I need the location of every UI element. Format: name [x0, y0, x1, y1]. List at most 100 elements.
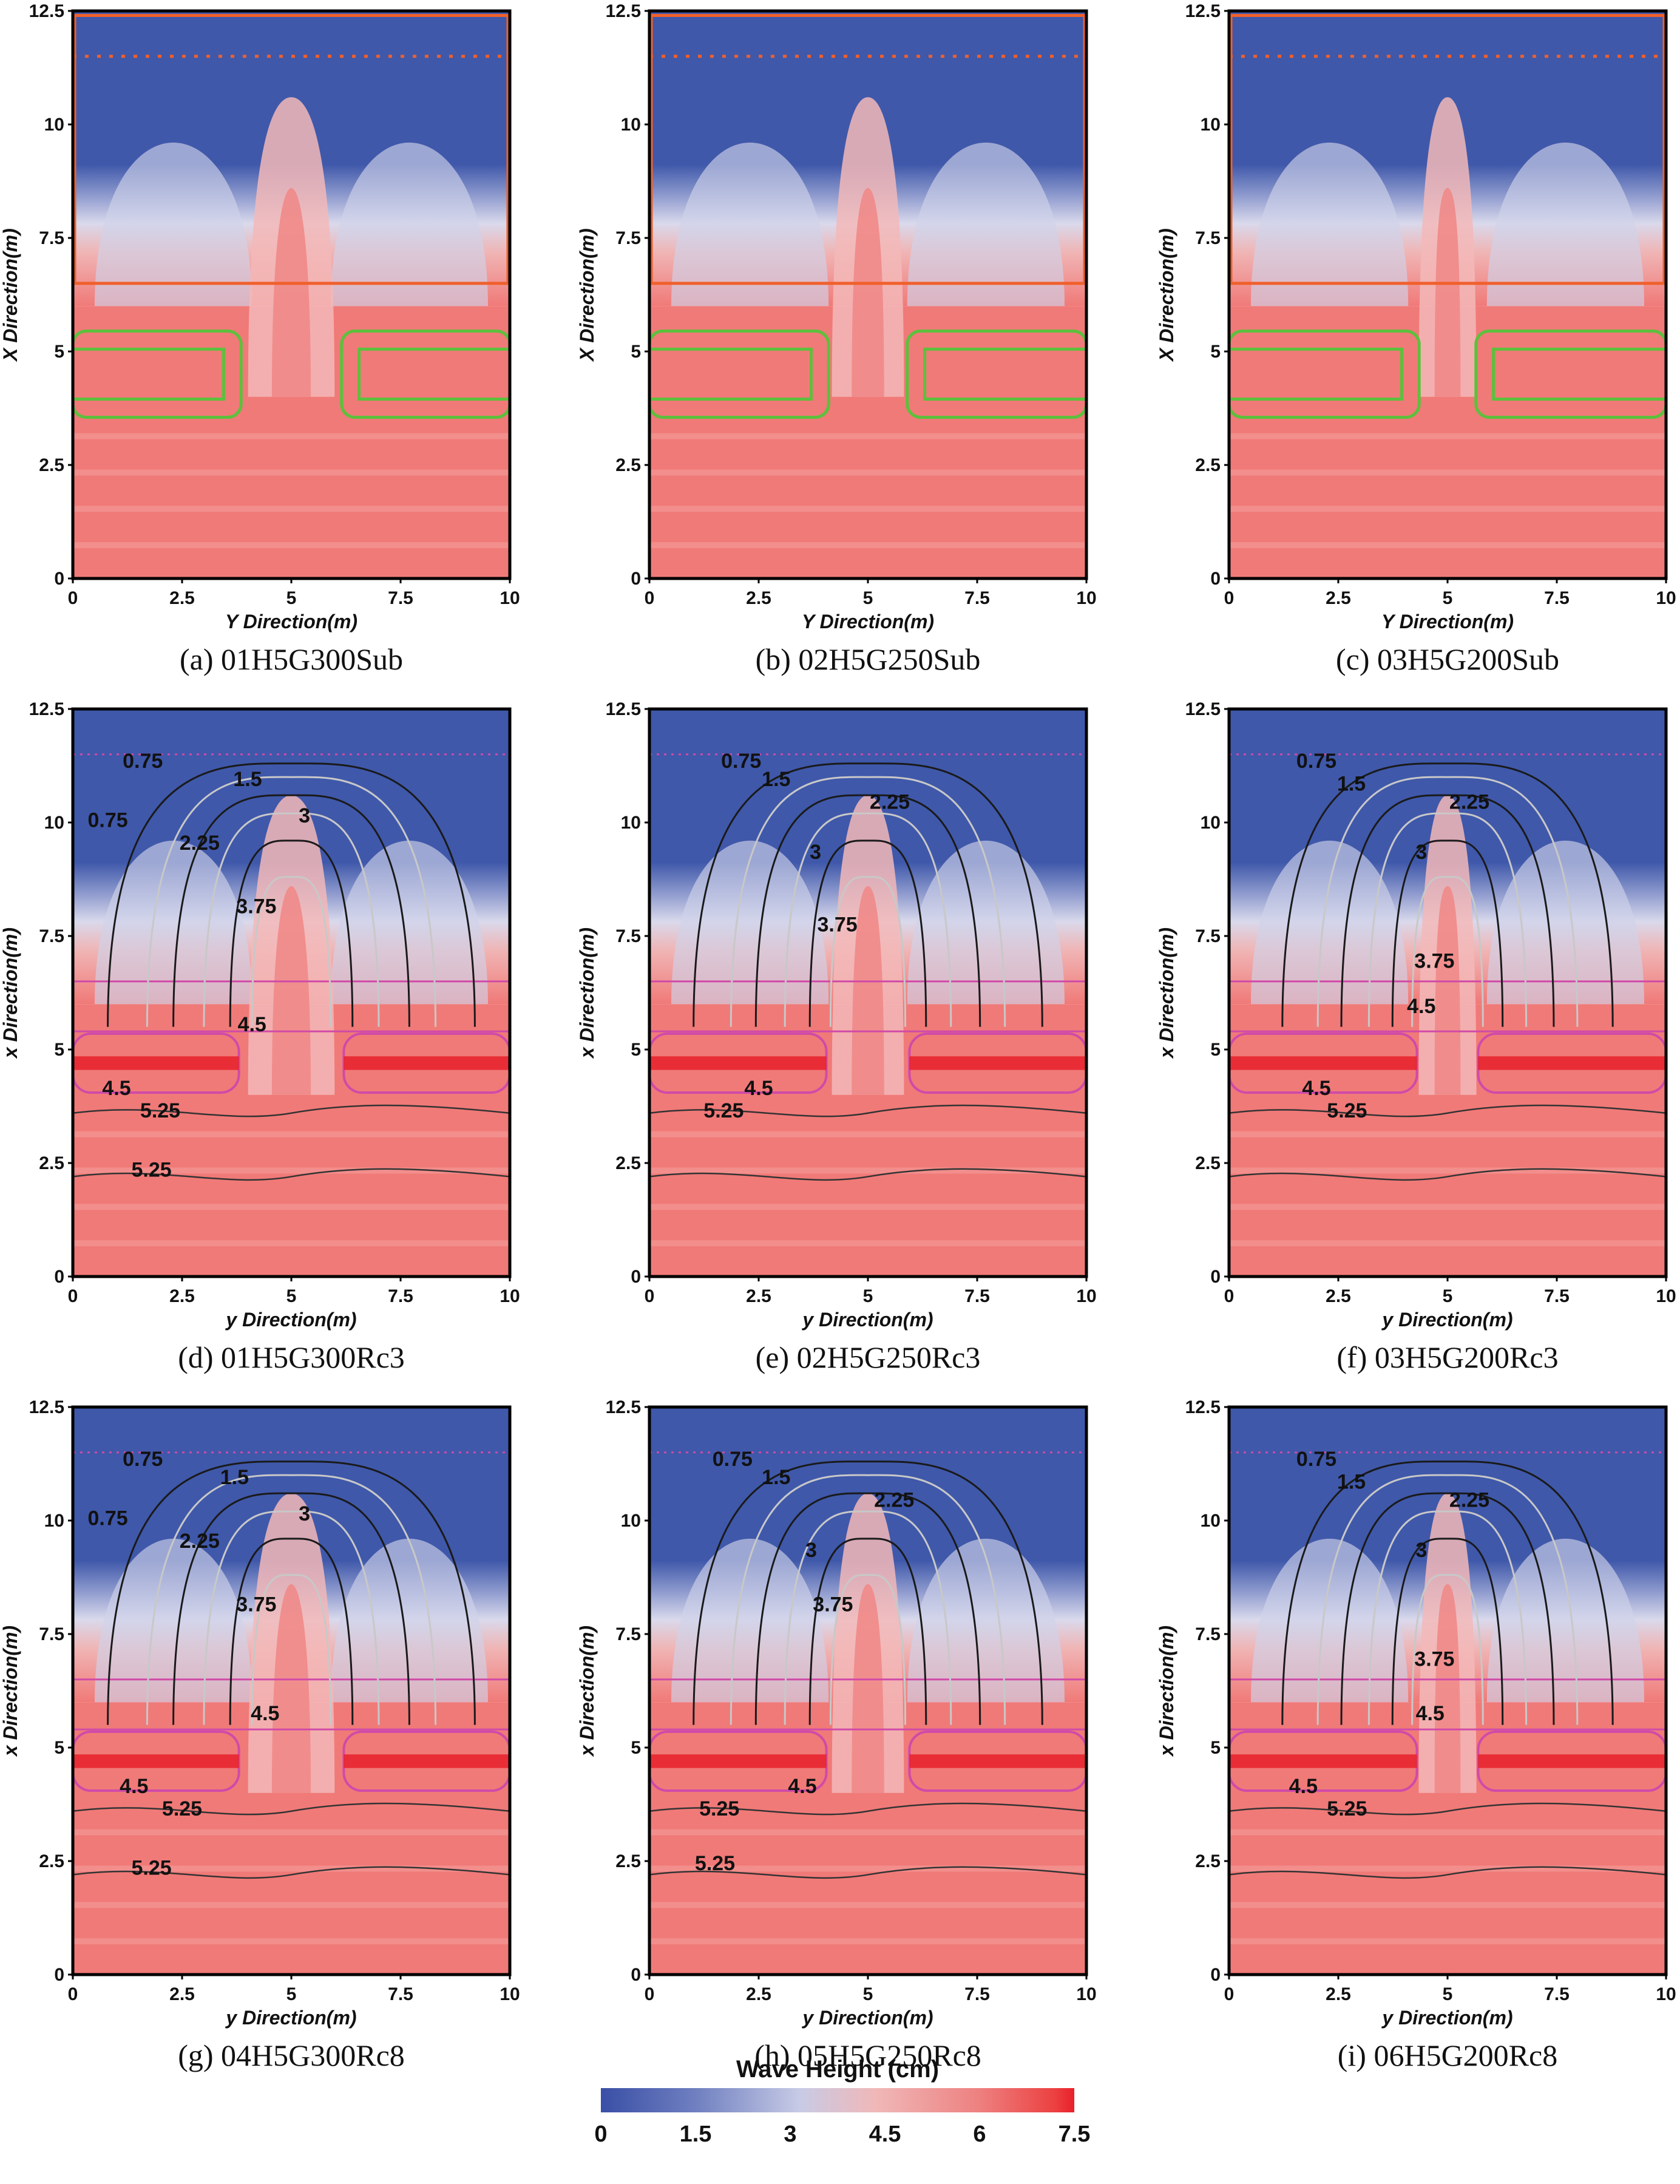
lee-band: [1229, 1204, 1666, 1210]
y-tick-label: 7.5: [615, 228, 641, 248]
breakwater-crest: [909, 1754, 1086, 1768]
breakwater-crest: [1478, 1056, 1666, 1070]
shadow-lobe: [671, 142, 829, 307]
contour-line: [1281, 1460, 1614, 1725]
breakwater-crest: [73, 1056, 239, 1070]
colorbar-tick-label: 0: [594, 2121, 607, 2147]
y-tick-label: 12.5: [606, 1397, 641, 1417]
gap-jet-core: [271, 1584, 311, 1793]
submerged-zone-outline: [649, 13, 1086, 285]
contour-line: [72, 1802, 510, 1816]
contour-label: 4.5: [102, 1077, 130, 1100]
x-tick-label: 5: [863, 1984, 873, 2004]
x-tick-label: 7.5: [964, 1984, 990, 2004]
y-tick-label: 12.5: [1185, 1, 1221, 21]
lee-band: [1229, 469, 1666, 476]
lee-band: [1229, 1829, 1666, 1836]
contour-line: [72, 1168, 510, 1181]
x-tick-label: 2.5: [1326, 1286, 1351, 1306]
lee-band: [649, 1902, 1086, 1908]
y-axis-label: X Direction(m): [0, 228, 21, 362]
panel-caption: (i) 06H5G200Rc8: [1338, 2038, 1557, 2072]
y-axis-label: x Direction(m): [576, 928, 598, 1059]
x-tick-label: 2.5: [746, 1984, 771, 2004]
gap-jet-core: [271, 188, 311, 397]
shadow-lobe: [95, 142, 252, 307]
panel-caption: (e) 02H5G250Rc3: [756, 1340, 981, 1374]
x-tick-label: 0: [68, 588, 78, 608]
y-tick-label: 0: [631, 1965, 641, 1985]
contour-line: [1228, 1168, 1667, 1181]
x-axis-label: y Direction(m): [1381, 1309, 1512, 1331]
contour-label: 5.25: [695, 1852, 735, 1875]
x-axis-label: Y Direction(m): [225, 611, 357, 632]
breakwater-crest: [1229, 1056, 1417, 1070]
lee-band: [73, 1938, 510, 1945]
y-tick-label: 5: [1210, 342, 1221, 362]
gap-jet-core: [852, 1584, 884, 1793]
lee-band: [649, 1938, 1086, 1945]
lee-band: [1229, 542, 1666, 549]
contour-label: 2.25: [1449, 791, 1489, 814]
contour-label: 2.25: [180, 1530, 220, 1553]
shadow-lobe: [1251, 1538, 1409, 1703]
shadow-lobe: [95, 1538, 252, 1703]
contour-line: [693, 762, 1043, 1027]
y-tick-label: 12.5: [1185, 1397, 1221, 1417]
gap-jet-core: [1434, 188, 1461, 397]
y-tick-label: 10: [621, 115, 641, 135]
shadow-lobe: [907, 1538, 1065, 1703]
x-tick-label: 7.5: [964, 1286, 990, 1306]
contour-label: 5.25: [132, 1856, 172, 1879]
y-tick-label: 5: [1210, 1738, 1221, 1758]
contour-label: 4.5: [1407, 995, 1435, 1018]
y-tick-label: 5: [631, 1040, 641, 1060]
y-tick-label: 12.5: [29, 699, 64, 719]
contour-label: 4.5: [120, 1775, 148, 1798]
contour-line: [829, 1574, 907, 1725]
lee-band: [73, 1902, 510, 1908]
lee-band: [73, 433, 510, 439]
contour-label: 5.25: [132, 1158, 172, 1181]
y-tick-label: 10: [44, 115, 64, 135]
y-tick-label: 5: [54, 342, 64, 362]
panel-b: 0 2.5 5 7.5 10 12.5 0 2.5 5 7.5 10 Y Direction(m) X …: [576, 1, 1097, 676]
y-tick-label: 2.5: [615, 455, 641, 475]
x-tick-label: 2.5: [169, 1286, 195, 1306]
shadow-lobe: [330, 142, 488, 307]
lee-band: [649, 1167, 1086, 1174]
contour-label: 4.5: [1302, 1077, 1330, 1100]
contour-line: [203, 812, 380, 1027]
shadow-lobe: [1251, 840, 1409, 1005]
y-tick-label: 2.5: [615, 1153, 641, 1173]
panel-d: 0.75 1.5 3 0.75 2.25 3.75 4.5 4.5 5.25 5.25 0 2.5 5 7…: [0, 699, 520, 1374]
contour-line: [1316, 1474, 1579, 1725]
y-tick-label: 12.5: [29, 1397, 64, 1417]
x-tick-label: 7.5: [1544, 588, 1570, 608]
contour-line: [829, 876, 907, 1027]
gap-jet-core: [1434, 886, 1461, 1095]
contour-label: 5.25: [1327, 1099, 1367, 1122]
gap-jet-core: [852, 886, 884, 1095]
lee-band: [73, 469, 510, 476]
panel-caption: (d) 01H5G300Rc3: [178, 1340, 405, 1374]
lee-band: [649, 469, 1086, 476]
y-axis-label: x Direction(m): [576, 1626, 598, 1757]
contour-label: 0.75: [88, 809, 128, 832]
breakwater-crest: [344, 1056, 510, 1070]
x-tick-label: 5: [1443, 588, 1453, 608]
contour-line: [203, 1510, 380, 1725]
y-tick-label: 2.5: [1195, 1851, 1221, 1871]
lee-band: [1229, 433, 1666, 439]
x-tick-label: 0: [68, 1984, 78, 2004]
contour-line: [784, 1510, 952, 1725]
contour-line: [754, 1492, 981, 1725]
y-tick-label: 5: [631, 342, 641, 362]
contour-line: [730, 1474, 1006, 1725]
lee-band: [649, 1204, 1086, 1210]
shadow-lobe: [1486, 142, 1644, 307]
panel-c: 0 2.5 5 7.5 10 12.5 0 2.5 5 7.5 10 Y Direction(m) X …: [1156, 1, 1676, 676]
y-tick-label: 7.5: [39, 1624, 64, 1644]
contour-label: 1.5: [220, 1466, 249, 1489]
panel-g: 0.75 1.5 3 0.75 2.25 3.75 4.5 4.5 5.25 5.25 0 2.5 5 7…: [0, 1397, 520, 2072]
